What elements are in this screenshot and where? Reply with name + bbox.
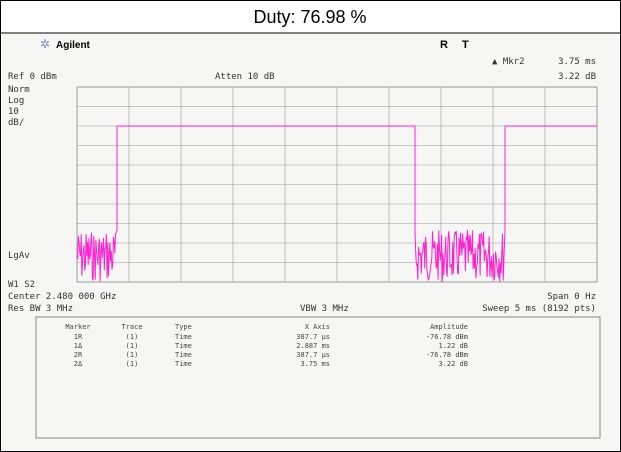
vbw: VBW 3 MHz — [300, 304, 349, 314]
atten: Atten 10 dB — [215, 72, 275, 82]
ref: Ref 0 dBm — [8, 72, 57, 82]
cell: 1Δ — [74, 342, 83, 350]
marker-table-box — [35, 316, 601, 439]
brand: Agilent — [56, 40, 91, 51]
title: Duty: 76.98 % — [253, 7, 366, 27]
detector: LgAv — [8, 251, 30, 261]
column-header: X Axis — [305, 323, 330, 331]
cell: Time — [175, 351, 192, 359]
marker-y: 3.22 dB — [558, 72, 596, 82]
column-header: Type — [175, 323, 192, 331]
cell: Time — [175, 360, 192, 368]
cell: Time — [175, 342, 192, 350]
cell: Time — [175, 333, 192, 341]
rbw: Res BW 3 MHz — [8, 304, 73, 314]
cell: 1R — [74, 333, 83, 341]
trace-mode: W1 S2 — [8, 280, 35, 290]
cell: 387.7 µs — [296, 351, 330, 359]
cell: (1) — [126, 342, 139, 350]
logo: ✲ — [40, 37, 50, 51]
scale: Norm — [8, 85, 30, 95]
status: R — [440, 39, 448, 51]
column-header: Trace — [121, 323, 142, 331]
cell: 2Δ — [74, 360, 83, 368]
span: Span 0 Hz — [547, 292, 596, 302]
cell: (1) — [126, 351, 139, 359]
scale: dB/ — [8, 118, 24, 128]
cell: -76.78 dBm — [426, 351, 468, 359]
screen — [2, 34, 619, 450]
scale: 10 — [8, 107, 19, 117]
cell: 3.75 ms — [300, 360, 330, 368]
trace — [76, 125, 597, 282]
marker-x: 3.75 ms — [558, 57, 596, 67]
cell: 2R — [74, 351, 83, 359]
scale: Log — [8, 96, 24, 106]
cell: (1) — [126, 333, 139, 341]
center: Center 2.480 000 GHz — [8, 292, 116, 302]
sweep: Sweep 5 ms (8192 pts) — [482, 304, 596, 314]
column-header: Marker — [65, 323, 90, 331]
cell: (1) — [126, 360, 139, 368]
cell: 3.22 dB — [438, 360, 468, 368]
status: T — [462, 39, 469, 51]
marker-table: Marker Trace Type X Axis Amplitude 1R (1) Time 3… — [65, 323, 468, 368]
cell: 1.22 dB — [438, 342, 468, 350]
cell: 387.7 µs — [296, 333, 330, 341]
column-header: Amplitude — [430, 323, 468, 331]
cell: 2.887 ms — [296, 342, 330, 350]
cell: -76.78 dBm — [426, 333, 468, 341]
marker-label: ▲ Mkr2 — [492, 57, 525, 67]
